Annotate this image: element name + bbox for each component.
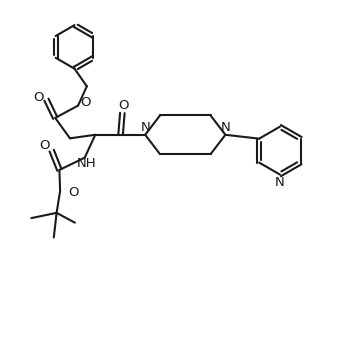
Text: NH: NH xyxy=(77,157,96,170)
Text: N: N xyxy=(275,176,285,189)
Text: O: O xyxy=(119,100,129,113)
Text: O: O xyxy=(68,186,78,199)
Text: N: N xyxy=(140,121,150,134)
Text: O: O xyxy=(80,96,91,109)
Text: O: O xyxy=(40,139,50,152)
Text: O: O xyxy=(34,91,44,104)
Text: N: N xyxy=(221,121,230,134)
